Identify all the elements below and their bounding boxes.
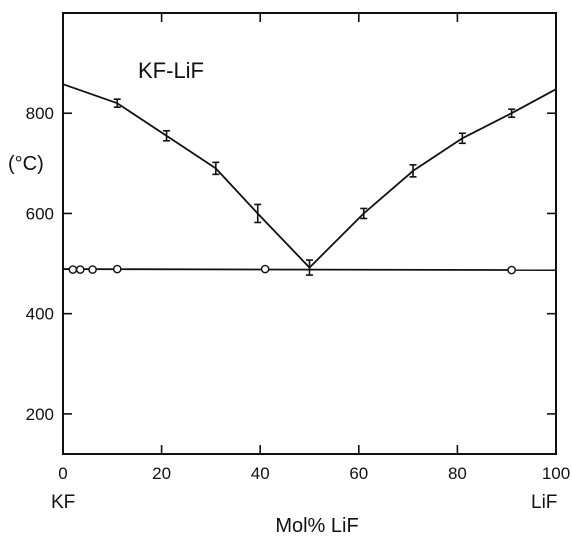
error-bar-marker [113, 98, 121, 109]
eutectic-point-marker [260, 264, 270, 274]
eutectic-point-marker [75, 265, 85, 274]
error-bar-marker [409, 164, 417, 178]
eutectic-line-segment [62, 268, 557, 271]
x-axis-end-label-right: LiF [531, 492, 557, 513]
eutectic-point-marker [88, 265, 97, 274]
x-axis-ticks: 0 20 40 60 80 100 [58, 13, 570, 483]
y-tick-label: 800 [26, 104, 54, 123]
y-axis-ticks: 200 400 600 800 [26, 104, 556, 424]
y-axis-label: (°C) [8, 153, 44, 175]
liquidus-curve-line [308, 88, 557, 269]
x-axis-label: Mol% LiF [275, 515, 358, 537]
error-bar-marker [360, 207, 368, 220]
eutectic-point-marker [507, 265, 516, 275]
liquidus-curve-kf-side [62, 83, 313, 276]
x-tick-label: 0 [58, 464, 67, 483]
liquidus-curve-line [62, 83, 311, 269]
x-tick-label: 60 [349, 464, 368, 483]
x-tick-label: 80 [448, 464, 467, 483]
x-axis-end-label-left: KF [51, 492, 75, 513]
eutectic-point-marker [68, 265, 78, 274]
eutectic-point-marker [112, 264, 122, 274]
error-bar-marker [212, 161, 220, 176]
liquidus-curve-lif-side [308, 88, 557, 269]
error-bar-marker [508, 108, 516, 119]
series-layer [62, 83, 557, 276]
x-tick-label: 40 [251, 464, 270, 483]
error-bar-marker [163, 129, 171, 142]
y-tick-label: 400 [26, 305, 54, 324]
eutectic-line [62, 264, 557, 275]
chart-title: KF-LiF [138, 58, 204, 83]
error-bar-marker [254, 203, 262, 224]
error-bar-marker [458, 132, 466, 145]
x-tick-label: 100 [542, 464, 570, 483]
x-tick-label: 20 [152, 464, 171, 483]
y-tick-label: 200 [26, 405, 54, 424]
plot-frame [62, 12, 557, 455]
y-tick-label: 600 [26, 204, 54, 223]
